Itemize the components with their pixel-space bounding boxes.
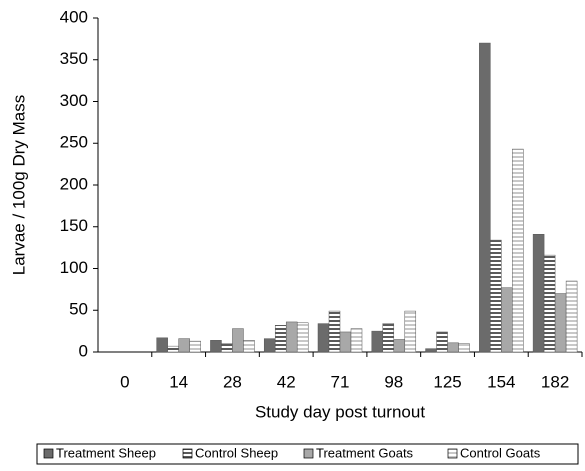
y-tick-label: 100 bbox=[60, 258, 88, 277]
x-tick-label: 98 bbox=[384, 372, 403, 391]
legend-swatch bbox=[43, 448, 54, 459]
bar bbox=[156, 337, 168, 353]
bar bbox=[543, 254, 556, 353]
legend-swatch bbox=[182, 448, 193, 459]
bar bbox=[328, 310, 341, 353]
x-tick-label: 42 bbox=[277, 372, 296, 391]
y-tick-label: 350 bbox=[60, 49, 88, 68]
x-tick-label: 14 bbox=[169, 372, 188, 391]
bar bbox=[565, 280, 578, 353]
bar bbox=[189, 340, 201, 353]
x-axis-label: Study day post turnout bbox=[255, 402, 425, 421]
bar bbox=[167, 345, 179, 353]
bar bbox=[350, 328, 363, 353]
bar bbox=[317, 323, 330, 353]
bar bbox=[532, 234, 545, 353]
bar bbox=[501, 287, 513, 353]
bar bbox=[554, 293, 567, 353]
x-tick-label: 71 bbox=[331, 372, 350, 391]
bar bbox=[447, 342, 459, 353]
bar bbox=[393, 339, 406, 353]
y-tick-label: 200 bbox=[60, 174, 88, 193]
legend-label: Treatment Goats bbox=[316, 445, 414, 460]
bar bbox=[210, 340, 222, 353]
x-tick-label: 28 bbox=[223, 372, 242, 391]
bar bbox=[274, 325, 287, 353]
x-tick-label: 182 bbox=[541, 372, 569, 391]
bar bbox=[243, 340, 255, 353]
y-axis-label: Larvae / 100g Dry Mass bbox=[9, 95, 28, 275]
bar bbox=[512, 148, 524, 353]
bar bbox=[232, 328, 244, 353]
bar bbox=[490, 239, 502, 353]
bar bbox=[371, 330, 384, 353]
y-tick-label: 250 bbox=[60, 133, 88, 152]
x-tick-label: 154 bbox=[487, 372, 515, 391]
bar bbox=[458, 343, 470, 353]
legend-label: Control Goats bbox=[460, 445, 541, 460]
y-tick-label: 300 bbox=[60, 91, 88, 110]
legend: Treatment Sheep Control Sheep Treatment Go… bbox=[43, 445, 541, 460]
bar bbox=[296, 322, 309, 353]
bar bbox=[479, 42, 491, 353]
x-tick-label: 125 bbox=[433, 372, 461, 391]
y-tick-label: 400 bbox=[60, 7, 88, 26]
y-tick-label: 150 bbox=[60, 216, 88, 235]
x-tick-label: 0 bbox=[120, 372, 129, 391]
bar bbox=[178, 338, 190, 353]
bar bbox=[339, 331, 352, 353]
bar bbox=[404, 310, 417, 353]
bar bbox=[382, 323, 395, 353]
legend-label: Treatment Sheep bbox=[56, 445, 156, 460]
y-tick-label: 50 bbox=[69, 300, 88, 319]
bar bbox=[221, 343, 233, 353]
legend-label: Control Sheep bbox=[195, 445, 278, 460]
bar bbox=[425, 348, 437, 353]
bar bbox=[263, 338, 276, 353]
legend-swatch bbox=[447, 448, 458, 459]
legend-swatch bbox=[303, 448, 314, 459]
bar bbox=[285, 321, 298, 353]
bar bbox=[436, 331, 448, 353]
y-tick-label: 0 bbox=[79, 341, 88, 360]
